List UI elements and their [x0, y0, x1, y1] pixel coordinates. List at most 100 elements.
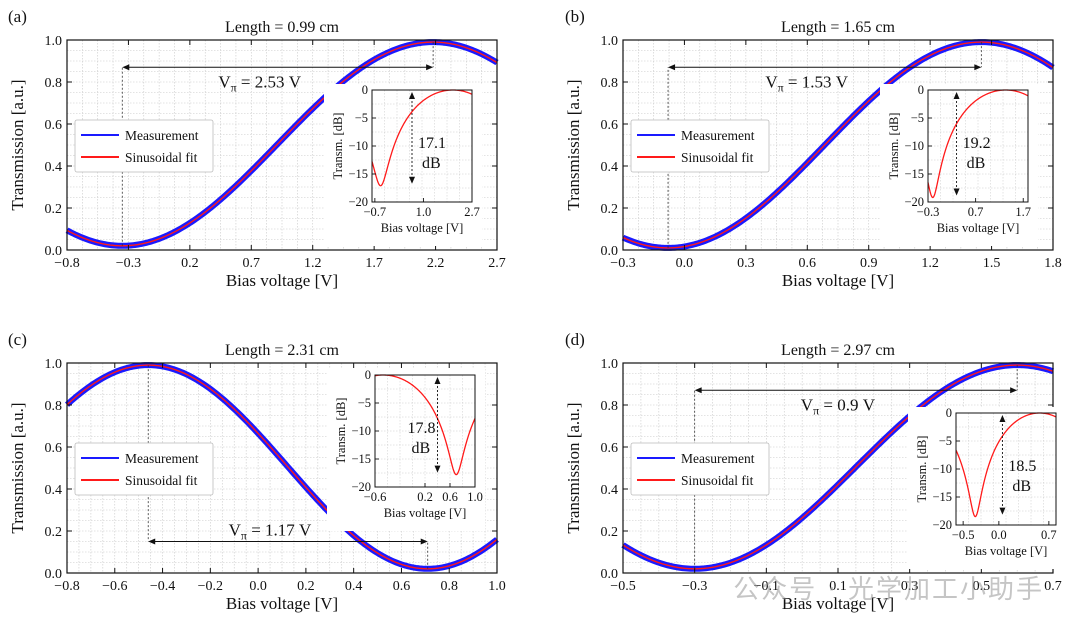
- vpi-arrowhead-left: [122, 64, 130, 71]
- inset-arrowhead-top: [953, 92, 960, 99]
- plot-frame: [66, 362, 498, 574]
- legend-box: [74, 119, 214, 173]
- inset-background: [324, 84, 482, 246]
- inset-y-tick-label: −10: [932, 462, 952, 476]
- inset-x-tick-label: −0.7: [364, 205, 387, 219]
- vpi-arrowhead-right: [1010, 387, 1018, 394]
- vpi-label: Vπ = 1.17 V: [229, 521, 312, 543]
- inset-x-tick-label: −0.3: [917, 205, 940, 219]
- inset-x-axis-label: Bias voltage [V]: [381, 221, 464, 235]
- inset-y-tick-label: −5: [911, 111, 924, 125]
- x-tick-label: 1.2: [304, 256, 322, 271]
- fit-series: [66, 364, 498, 570]
- panel-c: −0.8 −0.6 −0.4 −0.2 0.0 0.2 0.4 0.6 0.8 1.0 0.0 0.2…: [8, 330, 506, 613]
- y-tick-label: 0.8: [601, 399, 619, 414]
- vpi-arrowhead-right: [974, 64, 982, 71]
- inset-x-axis-label: Bias voltage [V]: [384, 506, 467, 520]
- inset-extinction-unit: dB: [967, 155, 986, 172]
- x-tick-label: −0.2: [198, 579, 223, 594]
- vpi-arrowhead-left: [668, 64, 676, 71]
- vpi-arrowhead-left: [694, 387, 702, 394]
- x-tick-label: 0.2: [181, 256, 199, 271]
- inset-y-tick-label: −10: [904, 139, 924, 153]
- x-tick-label: 0.2: [297, 579, 315, 594]
- legend-label-fit: Sinusoidal fit: [681, 473, 754, 488]
- x-axis-label: Bias voltage [V]: [226, 594, 338, 613]
- inset-extinction-value: 17.8: [408, 420, 436, 437]
- y-tick-label: 0.0: [45, 244, 63, 259]
- panel-label: (c): [8, 330, 27, 349]
- inset-y-tick-label: −10: [348, 139, 368, 153]
- vpi-label: Vπ = 1.53 V: [765, 72, 848, 94]
- legend-label-measurement: Measurement: [125, 128, 199, 143]
- x-tick-label: 0.1: [829, 579, 847, 594]
- legend-label-fit: Sinusoidal fit: [125, 150, 198, 165]
- x-axis-label: Bias voltage [V]: [226, 271, 338, 290]
- y-tick-label: 0.6: [45, 441, 63, 456]
- x-tick-label: 2.7: [488, 256, 506, 271]
- vpi-arrowhead-left: [148, 538, 156, 545]
- chart-title: Length = 2.97 cm: [781, 342, 895, 359]
- x-tick-label: 0.9: [860, 256, 878, 271]
- inset-y-tick-label: −15: [348, 167, 368, 181]
- inset-extinction-value: 17.1: [418, 135, 446, 152]
- vpi-label: Vπ = 0.9 V: [801, 395, 876, 417]
- y-tick-label: 0.4: [601, 483, 619, 498]
- inset-y-tick-label: −15: [932, 490, 952, 504]
- inset-y-tick-label: −5: [939, 434, 952, 448]
- plot-frame: [66, 39, 498, 251]
- inset-extinction-value: 19.2: [963, 135, 991, 152]
- inset-y-tick-label: −5: [358, 396, 371, 410]
- inset-x-tick-label: 0.7: [968, 205, 984, 219]
- inset-x-tick-label: −0.6: [364, 490, 387, 504]
- y-tick-label: 0.4: [601, 160, 619, 175]
- inset: 0 −5 −10 −15 −20−0.3 0.7 1.7 Bias voltage [V] Tr…: [880, 83, 1038, 246]
- inset-arrowhead-top: [999, 415, 1006, 422]
- y-tick-label: 0.2: [45, 202, 63, 217]
- inset-background: [880, 84, 1038, 246]
- y-tick-label: 0.6: [601, 441, 619, 456]
- inset-y-tick-label: 0: [946, 406, 952, 420]
- y-axis-label: Transmission [a.u.]: [564, 79, 583, 210]
- vpi-subscript: π: [813, 403, 819, 417]
- y-tick-label: 0.4: [45, 160, 63, 175]
- x-tick-label: 0.6: [393, 579, 411, 594]
- chart-title: Length = 0.99 cm: [225, 19, 339, 36]
- y-tick-label: 0.2: [601, 202, 619, 217]
- vpi-arrowhead-right: [426, 64, 434, 71]
- y-tick-label: 1.0: [601, 34, 619, 49]
- y-tick-label: 1.0: [45, 34, 63, 49]
- x-tick-label: 0.7: [243, 256, 261, 271]
- legend-label-fit: Sinusoidal fit: [681, 150, 754, 165]
- inset-x-tick-label: −0.5: [952, 528, 975, 542]
- inset-arrowhead-top: [409, 92, 415, 99]
- chart-title: Length = 1.65 cm: [781, 19, 895, 36]
- plot-frame: [622, 39, 1054, 251]
- x-tick-label: 0.4: [345, 579, 363, 594]
- y-tick-label: 0.2: [45, 525, 63, 540]
- x-tick-label: −0.1: [754, 579, 779, 594]
- inset-y-tick-label: −15: [351, 452, 371, 466]
- x-tick-label: −0.3: [610, 256, 635, 271]
- x-tick-label: 1.0: [488, 579, 506, 594]
- x-tick-label: 0.5: [973, 579, 991, 594]
- legend-label-measurement: Measurement: [125, 451, 199, 466]
- inset-extinction-value: 18.5: [1008, 458, 1036, 475]
- x-tick-label: −0.5: [610, 579, 635, 594]
- panel-label: (b): [565, 7, 585, 26]
- y-tick-label: 0.8: [45, 399, 63, 414]
- vpi-subscript: π: [231, 80, 237, 94]
- legend-box: [630, 442, 770, 496]
- inset-x-tick-label: 1.0: [416, 205, 432, 219]
- vpi-value: = 1.53 V: [784, 72, 849, 91]
- inset-y-tick-label: 0: [362, 83, 368, 97]
- inset-series: [374, 374, 476, 476]
- inset-y-tick-label: −20: [351, 480, 371, 494]
- x-tick-label: 0.7: [1044, 579, 1062, 594]
- x-tick-label: −0.3: [116, 256, 141, 271]
- inset: 0 −5 −10 −15 −20−0.5 0.0 0.7 Bias voltage [V] Tr…: [908, 406, 1066, 569]
- x-tick-label: 0.3: [901, 579, 919, 594]
- legend-box: [74, 442, 214, 496]
